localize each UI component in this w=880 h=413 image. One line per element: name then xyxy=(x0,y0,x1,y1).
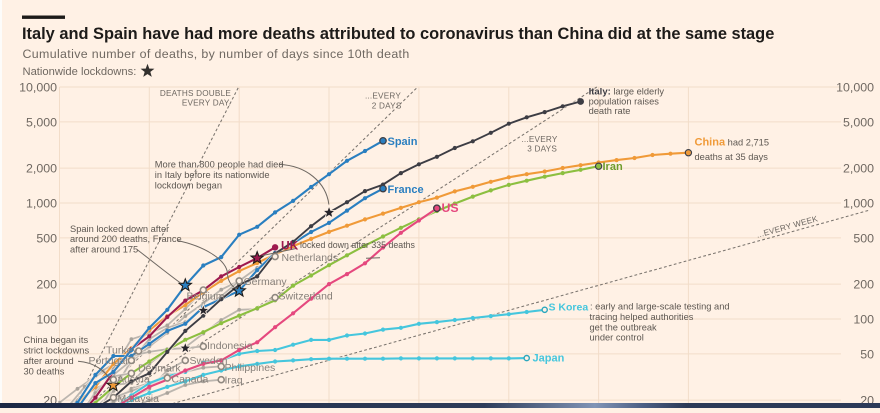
svg-text:EVERY DAY.: EVERY DAY. xyxy=(182,98,231,107)
svg-text:50: 50 xyxy=(860,347,874,361)
svg-text:S Korea: S Korea xyxy=(549,301,589,313)
svg-text:5,000: 5,000 xyxy=(843,115,874,129)
svg-text:Iran: Iran xyxy=(603,161,623,173)
svg-text:Malaysia: Malaysia xyxy=(118,393,160,405)
svg-text:Cumulative number of deaths, b: Cumulative number of deaths, by number o… xyxy=(23,47,410,61)
svg-text:get the outbreak: get the outbreak xyxy=(590,322,658,332)
svg-text:lockdown began: lockdown began xyxy=(155,181,222,191)
svg-text:100: 100 xyxy=(36,312,57,326)
svg-text:deaths at 35 days: deaths at 35 days xyxy=(695,152,769,162)
svg-text:China had 2,715: China had 2,715 xyxy=(695,137,770,149)
svg-text:Iraq: Iraq xyxy=(225,375,243,387)
svg-text:China began its: China began its xyxy=(24,335,89,345)
svg-text:Canada: Canada xyxy=(172,373,209,385)
svg-text:Austria: Austria xyxy=(117,374,150,386)
svg-text:Belgium: Belgium xyxy=(187,290,225,302)
svg-text:500: 500 xyxy=(853,231,874,245)
svg-text:tracing helped authorities: tracing helped authorities xyxy=(590,312,694,322)
svg-text:around 200 deaths, France: around 200 deaths, France xyxy=(70,234,182,244)
svg-text:population raises: population raises xyxy=(589,97,660,107)
svg-text:5,000: 5,000 xyxy=(26,115,57,129)
svg-text:Netherlands: Netherlands xyxy=(282,252,339,264)
svg-text:30 deaths: 30 deaths xyxy=(24,367,65,377)
svg-text:100: 100 xyxy=(853,312,874,326)
svg-text:500: 500 xyxy=(36,231,57,245)
svg-text:Indonesia: Indonesia xyxy=(207,340,253,352)
svg-text:locked down after 335 deaths: locked down after 335 deaths xyxy=(300,240,416,250)
svg-text:US: US xyxy=(442,201,459,215)
svg-text:DEATHS DOUBLE: DEATHS DOUBLE xyxy=(160,89,231,98)
svg-text:Denmark: Denmark xyxy=(138,363,181,375)
svg-text:More than 800 people had died: More than 800 people had died xyxy=(155,160,284,170)
svg-text:Germany: Germany xyxy=(244,276,288,288)
svg-text:UK: UK xyxy=(281,238,299,252)
svg-text:Nationwide lockdowns:: Nationwide lockdowns: xyxy=(23,66,137,78)
svg-text:10,000: 10,000 xyxy=(19,80,57,94)
svg-text:200: 200 xyxy=(853,278,874,292)
svg-text:200: 200 xyxy=(36,278,57,292)
svg-text:Sweden: Sweden xyxy=(190,355,228,367)
svg-text:under control: under control xyxy=(590,333,644,343)
svg-text:Philippines: Philippines xyxy=(225,362,276,374)
svg-text:death rate: death rate xyxy=(589,106,631,116)
svg-text:after around: after around xyxy=(24,356,74,366)
svg-text:in Italy before its nationwide: in Italy before its nationwide xyxy=(155,170,270,180)
svg-text:Portugal: Portugal xyxy=(89,355,128,367)
svg-text:2 DAYS: 2 DAYS xyxy=(372,101,402,110)
svg-text:Switzerland: Switzerland xyxy=(279,291,333,303)
svg-text:Italy and Spain have had more: Italy and Spain have had more deaths att… xyxy=(22,25,774,43)
svg-text:France: France xyxy=(388,184,424,196)
svg-text:3 DAYS: 3 DAYS xyxy=(527,145,557,154)
svg-text:1,000: 1,000 xyxy=(843,196,874,210)
svg-text:2,000: 2,000 xyxy=(26,162,57,176)
svg-text:...EVERY: ...EVERY xyxy=(365,91,401,100)
svg-text:Spain locked down after: Spain locked down after xyxy=(70,224,169,234)
svg-text:after around 175: after around 175 xyxy=(70,244,138,254)
svg-text:Turkey: Turkey xyxy=(106,345,138,357)
svg-text:1,000: 1,000 xyxy=(26,196,57,210)
svg-text:Italy: large elderly: Italy: large elderly xyxy=(589,87,665,98)
svg-text:...EVERY: ...EVERY xyxy=(521,135,557,144)
svg-text:10,000: 10,000 xyxy=(836,80,874,94)
svg-text:Japan: Japan xyxy=(533,353,565,365)
svg-text:strict lockdowns: strict lockdowns xyxy=(24,346,90,356)
svg-text:Spain: Spain xyxy=(388,136,418,148)
svg-text:2,000: 2,000 xyxy=(843,162,874,176)
svg-text:: early and large-scale testin: : early and large-scale testing and xyxy=(590,302,730,312)
